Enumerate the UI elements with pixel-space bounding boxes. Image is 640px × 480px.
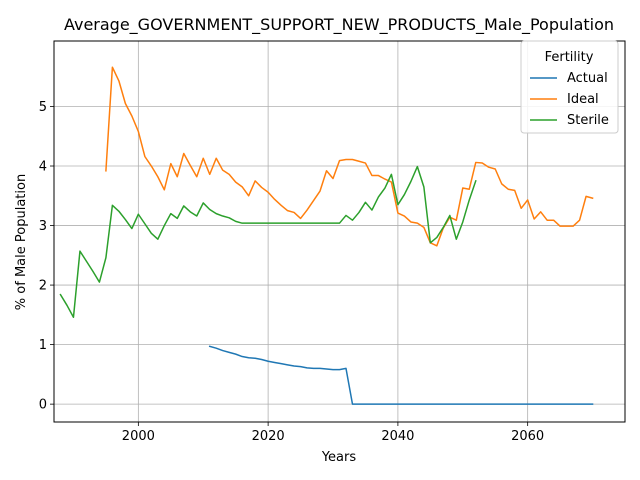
y-tick-label: 0 — [39, 398, 47, 413]
legend: Fertility Actual Ideal Sterile — [520, 40, 619, 134]
x-axis-label: Years — [321, 450, 357, 465]
x-tick-label: 2020 — [252, 429, 285, 444]
y-tick-label: 2 — [39, 279, 47, 294]
series-line-actual — [208, 345, 594, 405]
legend-entries: Actual Ideal Sterile — [530, 71, 609, 128]
legend-label-ideal: Ideal — [567, 92, 599, 107]
chart-title: Average_GOVERNMENT_SUPPORT_NEW_PRODUCTS_… — [64, 15, 614, 35]
y-axis-label: % of Male Population — [14, 174, 29, 310]
legend-label-actual: Actual — [567, 71, 608, 86]
legend-label-sterile: Sterile — [567, 113, 609, 128]
y-tick-label: 1 — [39, 338, 47, 353]
plot-frame — [53, 40, 626, 423]
legend-box — [520, 40, 619, 134]
series-line-ideal — [105, 66, 594, 247]
y-tick-label: 5 — [39, 100, 47, 115]
y-tick-label: 4 — [39, 160, 47, 175]
x-axis-ticks: 2000 2020 2040 2060 — [122, 422, 544, 444]
y-axis-ticks: 0 1 2 3 4 5 — [39, 100, 54, 413]
y-tick-label: 3 — [39, 219, 47, 234]
series-line-sterile — [59, 165, 477, 318]
x-tick-label: 2040 — [381, 429, 414, 444]
x-tick-label: 2000 — [122, 429, 155, 444]
series-layer — [59, 66, 594, 405]
x-tick-label: 2060 — [511, 429, 544, 444]
legend-title: Fertility — [545, 50, 594, 65]
